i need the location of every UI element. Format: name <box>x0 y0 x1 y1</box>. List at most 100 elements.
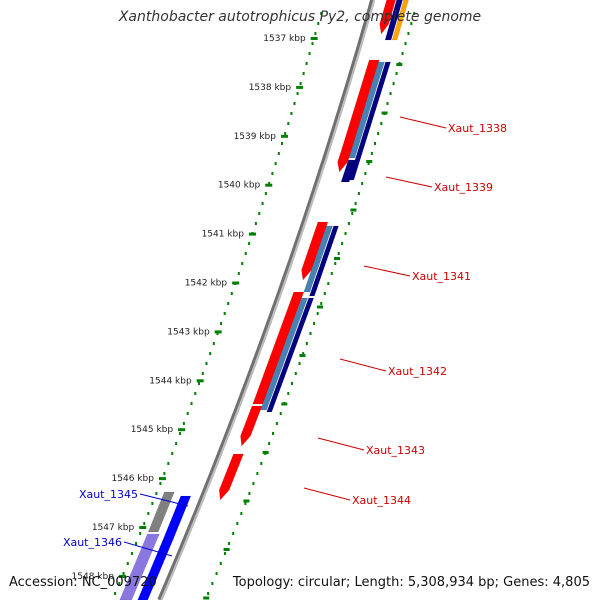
inner-dot <box>395 72 398 75</box>
gene-label-left: Xaut_1346 <box>63 536 122 549</box>
scale-dot <box>182 422 185 425</box>
gene-feature <box>379 0 396 35</box>
gene-label-right: Xaut_1341 <box>412 270 471 283</box>
scale-dot <box>223 312 226 315</box>
scale-tick <box>158 477 166 481</box>
scale-dot <box>179 432 182 435</box>
scale-tick-label: 1538 kbp <box>249 83 292 93</box>
inner-tick <box>366 160 373 163</box>
scale-dot <box>190 402 193 405</box>
inner-dot <box>357 192 360 195</box>
inner-dot <box>279 412 282 415</box>
gene-features <box>119 0 409 600</box>
inner-tick <box>281 402 288 406</box>
scale-dot <box>205 362 208 365</box>
scale-dot <box>237 272 240 275</box>
gene-label-leader <box>363 265 411 277</box>
scale-dot <box>212 342 215 345</box>
scale-dot <box>220 322 223 325</box>
inner-tick-track <box>203 12 416 600</box>
gene-labels: Xaut_1338 Xaut_1339 Xaut_1341 Xaut_1342 Xaut… <box>63 116 507 557</box>
scale-dot <box>241 262 244 265</box>
topology-label: Topology: circular; Length: 5,308,934 bp… <box>232 575 590 590</box>
cds-feature <box>303 225 333 293</box>
inner-dot <box>413 12 416 15</box>
inner-tick <box>350 208 357 212</box>
scale-dot <box>284 132 287 135</box>
scale-tick <box>248 232 256 236</box>
inner-tick <box>243 499 250 503</box>
inner-dot <box>374 142 377 145</box>
inner-dot <box>367 162 370 165</box>
gene-feature <box>218 453 244 501</box>
inner-tick <box>316 305 323 309</box>
scale-tick-label: 1541 kbp <box>202 230 245 240</box>
inner-dot <box>364 172 367 175</box>
inner-dot <box>268 442 271 445</box>
inner-dot <box>380 122 383 125</box>
inner-dot <box>256 472 259 475</box>
scale-tick-label: 1546 kbp <box>112 474 155 484</box>
scale-dot <box>277 152 280 155</box>
scale-ticks: 1537 kbp 1538 kbp 1539 kbp 1540 kbp 1541 kbp… <box>72 34 318 582</box>
inner-tick <box>262 451 269 454</box>
inner-dot <box>291 382 294 385</box>
inner-tick <box>381 111 388 115</box>
inner-dot <box>347 222 350 225</box>
inner-dot <box>316 312 319 315</box>
gene-label-right: Xaut_1343 <box>366 444 425 457</box>
accession-label: Accession: NC_009720 <box>9 575 157 590</box>
scale-dot <box>171 452 174 455</box>
inner-dot <box>401 52 404 55</box>
scale-tick <box>178 428 186 432</box>
inner-dot <box>361 182 364 185</box>
rna-feature <box>391 0 409 41</box>
scale-dot <box>261 202 264 205</box>
scale-tick <box>310 37 318 40</box>
gene-label-leader <box>317 437 365 451</box>
scale-dot <box>147 512 150 515</box>
scale-tick-label: 1547 kbp <box>92 523 135 533</box>
scale-tick-label: 1542 kbp <box>185 279 228 289</box>
scale-dot <box>308 52 311 55</box>
inner-dot <box>215 572 218 575</box>
scale-tick <box>214 330 222 334</box>
inner-dot <box>334 262 337 265</box>
inner-dot <box>377 132 380 135</box>
cds-feature <box>340 159 357 183</box>
scale-dot <box>258 212 261 215</box>
scale-dot <box>118 582 121 585</box>
scale-dot <box>130 552 133 555</box>
inner-tick <box>299 354 306 357</box>
scale-dot <box>268 182 271 185</box>
inner-dot <box>330 272 333 275</box>
scale-dot <box>175 442 178 445</box>
inner-dot <box>294 372 297 375</box>
scale-dot <box>209 352 212 355</box>
gene-label-leader <box>339 358 387 372</box>
other-feature <box>147 491 175 533</box>
cds-feature <box>348 61 385 159</box>
cds-feature <box>260 297 309 411</box>
inner-dot <box>207 592 210 595</box>
inner-dot <box>272 432 275 435</box>
inner-dot <box>228 542 231 545</box>
inner-dot <box>298 362 301 365</box>
cds-feature <box>266 297 315 413</box>
cds-feature <box>309 225 339 297</box>
scale-dot <box>254 222 257 225</box>
scale-dot <box>122 572 125 575</box>
inner-dot <box>351 212 354 215</box>
gene-feature <box>119 533 160 600</box>
scale-tick <box>118 574 126 578</box>
inner-dot <box>407 32 410 35</box>
inner-dot <box>260 462 263 465</box>
inner-dot <box>236 522 239 525</box>
scale-tick-label: 1545 kbp <box>131 425 174 435</box>
scale-dot <box>274 162 277 165</box>
inner-dot <box>287 392 290 395</box>
inner-dot <box>320 302 323 305</box>
scale-tick-label: 1543 kbp <box>167 327 210 337</box>
